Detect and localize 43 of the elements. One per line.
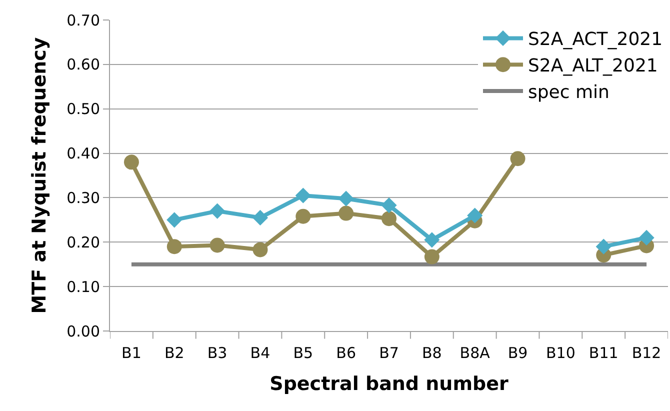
y-tick-label: 0.50 — [66, 100, 100, 118]
x-tick-label: B6 — [336, 344, 356, 362]
x-tick-label: B9 — [508, 344, 528, 362]
x-tick-label: B3 — [207, 344, 228, 362]
y-tick-label: 0.00 — [66, 322, 100, 340]
legend-label: S2A_ACT_2021 — [528, 29, 663, 50]
y-tick-label: 0.60 — [66, 56, 100, 74]
x-tick-label: B11 — [588, 344, 618, 362]
point — [510, 151, 526, 166]
y-tick-label: 0.70 — [66, 11, 100, 30]
x-axis-title: Spectral band number — [270, 372, 509, 395]
point — [381, 197, 397, 214]
legend-label: spec min — [528, 82, 610, 104]
point — [296, 208, 311, 224]
y-axis-title: MTF at Nyquist frequency — [28, 36, 50, 314]
x-tick-label: B8 — [422, 344, 442, 362]
point — [252, 210, 268, 226]
x-tick-label: B12 — [632, 344, 662, 362]
x-tick-label: B4 — [250, 344, 270, 362]
x-tick-label: B7 — [379, 344, 399, 362]
point — [338, 190, 354, 206]
x-tick-label: B2 — [164, 344, 184, 362]
x-tick-label: B1 — [122, 344, 142, 362]
point — [210, 203, 226, 219]
point — [424, 232, 440, 248]
point — [295, 188, 311, 204]
x-tick-label: B8A — [460, 344, 491, 362]
point — [424, 249, 440, 264]
y-tick-label: 0.30 — [66, 188, 100, 207]
x-tick-label: B10 — [546, 344, 576, 362]
point — [338, 206, 354, 221]
point — [382, 211, 396, 226]
legend-label: S2A_ALT_2021 — [528, 56, 658, 77]
point — [252, 242, 268, 258]
point — [467, 208, 483, 224]
y-tick-label: 0.10 — [66, 278, 100, 296]
x-tick-label: B5 — [293, 344, 314, 362]
point — [124, 154, 139, 170]
point — [210, 238, 225, 253]
y-tick-label: 0.40 — [66, 144, 100, 163]
y-tick-label: 0.20 — [66, 233, 100, 252]
point — [166, 239, 182, 254]
point — [166, 212, 182, 228]
